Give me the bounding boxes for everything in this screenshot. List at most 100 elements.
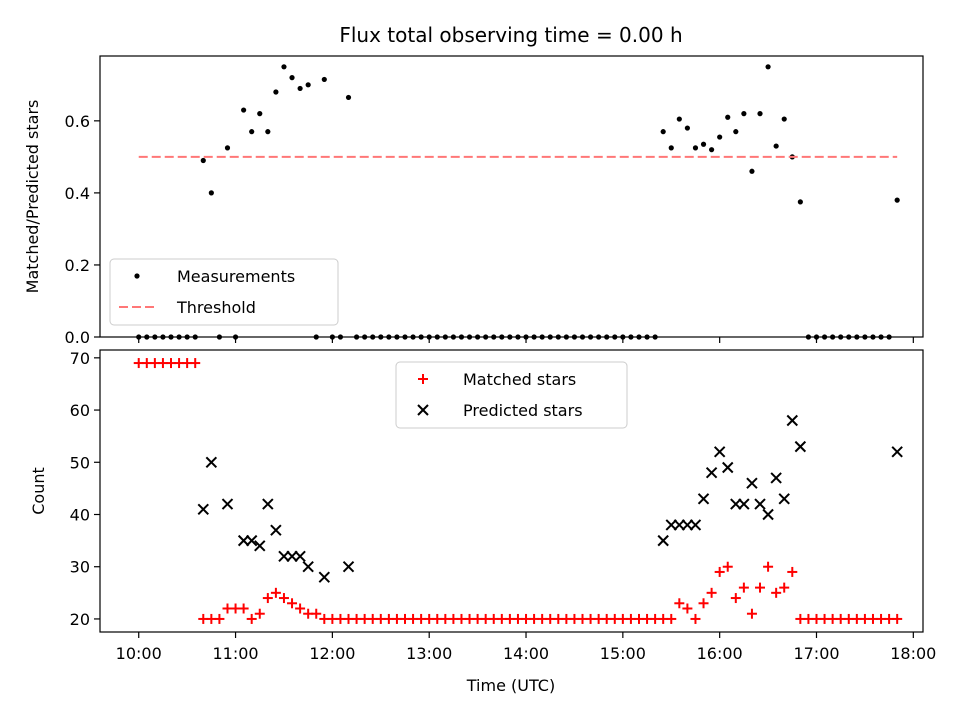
predicted-star-point <box>786 414 798 427</box>
x-tick-label: 12:00 <box>309 644 355 663</box>
measurement-point <box>249 129 255 135</box>
predicted-star-point <box>705 467 718 479</box>
y-tick-label: 0.4 <box>65 184 90 203</box>
bottom-panel-marks <box>133 358 903 624</box>
measurement-point <box>273 89 279 95</box>
top-panel-legend: Measurements Threshold <box>109 258 339 326</box>
legend-box <box>109 258 339 326</box>
measurement-point <box>305 82 311 88</box>
measurement-point <box>733 129 739 135</box>
measurement-point <box>781 116 787 122</box>
measurement-point <box>281 64 287 70</box>
predicted-star-point <box>770 472 782 484</box>
matched-star-point <box>771 587 782 598</box>
matched-star-point <box>706 587 717 598</box>
y-tick-label: 50 <box>70 453 90 472</box>
x-tick-label: 11:00 <box>212 644 258 663</box>
x-tick-label: 13:00 <box>406 644 452 663</box>
matched-star-point <box>722 561 733 572</box>
matched-star-point <box>682 603 693 614</box>
measurement-point <box>241 107 247 113</box>
predicted-star-point <box>318 571 331 583</box>
matched-star-point <box>787 566 798 577</box>
bottom-panel-legend: Matched stars Predicted stars <box>395 361 628 429</box>
matched-star-point <box>190 358 201 369</box>
measurement-point <box>773 143 779 149</box>
top-panel-y-axis-label: Matched/Predicted stars <box>23 100 42 294</box>
predicted-star-point <box>342 561 355 573</box>
predicted-star-point <box>270 524 282 536</box>
measurement-point <box>894 197 900 203</box>
measurement-point <box>717 134 723 140</box>
matched-star-point <box>738 582 749 593</box>
matched-star-point <box>763 561 774 572</box>
predicted-star-point <box>697 493 710 505</box>
x-tick-label: 10:00 <box>116 644 162 663</box>
legend-label: Measurements <box>177 267 295 286</box>
measurement-point <box>684 125 690 131</box>
matched-star-point <box>674 598 685 609</box>
y-tick-label: 0.2 <box>65 256 90 275</box>
measurement-point <box>765 64 771 70</box>
y-tick-label: 30 <box>70 558 90 577</box>
top-panel-title: Flux total observing time = 0.00 h <box>339 23 682 47</box>
bottom-panel: 20 30 40 50 60 70 10:00 11:00 12:00 13:00 14:00 15:… <box>29 349 936 695</box>
y-tick-label: 20 <box>70 610 90 629</box>
legend-box <box>395 361 628 429</box>
measurement-point <box>321 76 327 83</box>
matched-star-point <box>746 608 757 619</box>
predicted-star-point <box>722 461 734 474</box>
matched-star-point <box>262 593 273 604</box>
top-panel: Flux total observing time = 0.00 h 0.0 0.… <box>23 23 924 347</box>
predicted-star-point <box>254 540 266 552</box>
predicted-star-point <box>689 519 702 531</box>
matched-star-point <box>295 603 306 614</box>
predicted-star-point <box>794 440 807 453</box>
predicted-star-point <box>778 493 790 505</box>
measurement-point <box>200 157 206 164</box>
x-tick-label: 17:00 <box>793 644 839 663</box>
matched-star-point <box>666 613 677 624</box>
predicted-star-point <box>245 534 258 547</box>
bottom-panel-x-axis-label: Time (UTC) <box>466 676 555 695</box>
x-tick-label: 16:00 <box>697 644 743 663</box>
y-tick-label: 70 <box>70 349 90 368</box>
measurement-point <box>725 114 731 120</box>
measurement-point <box>297 85 303 92</box>
measurement-point <box>660 129 666 135</box>
matched-star-point <box>779 582 790 593</box>
measurement-point <box>741 111 747 117</box>
bottom-panel-frame <box>99 349 924 633</box>
y-tick-label: 0.0 <box>65 328 90 347</box>
measurement-point <box>208 190 214 196</box>
predicted-star-point <box>746 477 758 489</box>
y-tick-label: 0.6 <box>65 112 90 131</box>
matched-star-point <box>690 613 701 624</box>
measurement-point <box>224 145 231 151</box>
measurement-point <box>257 111 263 117</box>
x-tick-label: 14:00 <box>503 644 549 663</box>
matched-star-point <box>287 598 298 609</box>
matched-star-point <box>755 582 766 593</box>
predicted-star-point <box>197 503 209 515</box>
predicted-star-point <box>221 498 234 510</box>
bottom-panel-y-axis-label: Count <box>29 467 48 515</box>
predicted-star-point <box>294 550 306 562</box>
legend-plus-swatch <box>418 374 428 384</box>
matched-star-point <box>714 566 725 577</box>
matched-star-point <box>246 613 257 624</box>
legend-label: Predicted stars <box>463 401 583 420</box>
measurement-point <box>692 145 699 151</box>
legend-label: Threshold <box>176 298 256 317</box>
matched-star-point <box>214 613 225 624</box>
matched-star-point <box>278 593 289 604</box>
matched-star-point <box>270 587 281 598</box>
matched-star-point <box>892 613 903 624</box>
measurement-point <box>797 199 803 205</box>
y-tick-label: 40 <box>70 506 90 525</box>
measurement-point <box>265 129 271 135</box>
x-tick-label: 15:00 <box>600 644 646 663</box>
legend-label: Matched stars <box>463 370 576 389</box>
predicted-star-point <box>657 534 669 547</box>
